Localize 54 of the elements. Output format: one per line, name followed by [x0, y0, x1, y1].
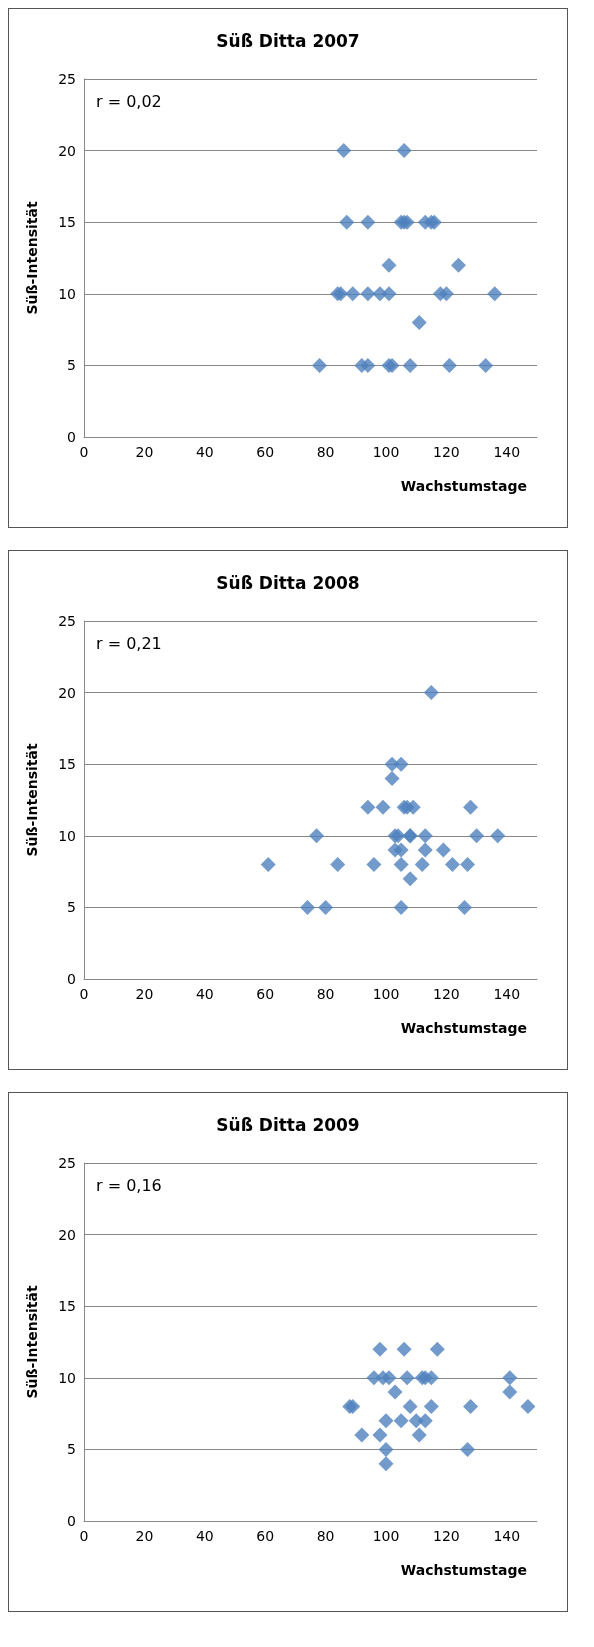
x-tick-label: 40 [195, 444, 214, 460]
annotation: r = 0,02 [96, 91, 162, 111]
x-tick-label: 140 [493, 1528, 521, 1544]
y-tick-label: 20 [58, 1226, 76, 1243]
x-tick-label: 60 [256, 986, 275, 1002]
y-axis-title: Süß-Intensität [24, 1285, 40, 1399]
y-tick-label: 20 [58, 142, 76, 159]
y-tick-label: 10 [58, 1369, 76, 1386]
x-tick-label: 0 [79, 444, 89, 460]
x-tick-label: 40 [195, 1528, 214, 1544]
y-tick-label: 0 [67, 971, 76, 987]
y-tick-label: 5 [67, 357, 76, 374]
y-tick-label: 15 [58, 214, 76, 231]
x-axis-title: Wachstumstage [400, 1020, 527, 1036]
x-tick-label: 0 [79, 986, 89, 1002]
y-tick-label: 25 [58, 71, 76, 87]
annotation: r = 0,16 [96, 1175, 162, 1195]
x-tick-label: 100 [372, 1528, 400, 1544]
y-tick-label: 10 [58, 285, 76, 302]
x-tick-label: 20 [135, 1528, 154, 1544]
x-tick-label: 100 [372, 986, 400, 1002]
x-axis-title: Wachstumstage [400, 478, 527, 494]
x-tick-label: 0 [79, 1528, 89, 1544]
y-tick-label: 5 [67, 1441, 76, 1458]
x-tick-label: 120 [433, 444, 460, 460]
x-tick-label: 120 [433, 986, 460, 1002]
y-tick-label: 20 [58, 684, 76, 701]
y-tick-label: 0 [67, 1513, 76, 1529]
x-tick-label: 120 [433, 1528, 460, 1544]
y-tick-label: 10 [58, 827, 76, 844]
x-tick-label: 20 [135, 986, 154, 1002]
x-axis-title: Wachstumstage [400, 1562, 527, 1578]
x-tick-label: 60 [256, 444, 275, 460]
x-tick-label: 80 [316, 986, 335, 1002]
y-tick-label: 25 [58, 613, 76, 629]
chart-title: Süß Ditta 2007 [216, 30, 360, 51]
y-tick-label: 15 [58, 756, 76, 773]
y-tick-label: 0 [67, 429, 76, 445]
y-axis-title: Süß-Intensität [24, 743, 40, 857]
x-tick-label: 140 [493, 986, 521, 1002]
y-tick-label: 25 [58, 1155, 76, 1171]
x-tick-label: 40 [195, 986, 214, 1002]
x-tick-label: 100 [372, 444, 400, 460]
x-tick-label: 20 [135, 444, 154, 460]
x-tick-label: 140 [493, 444, 521, 460]
x-tick-label: 60 [256, 1528, 275, 1544]
x-tick-label: 80 [316, 444, 335, 460]
chart-title: Süß Ditta 2008 [216, 572, 360, 593]
y-axis-title: Süß-Intensität [24, 201, 40, 315]
chart-title: Süß Ditta 2009 [216, 1114, 360, 1135]
y-tick-label: 15 [58, 1298, 76, 1315]
x-tick-label: 80 [316, 1528, 335, 1544]
annotation: r = 0,21 [96, 633, 162, 653]
y-tick-label: 5 [67, 899, 76, 916]
